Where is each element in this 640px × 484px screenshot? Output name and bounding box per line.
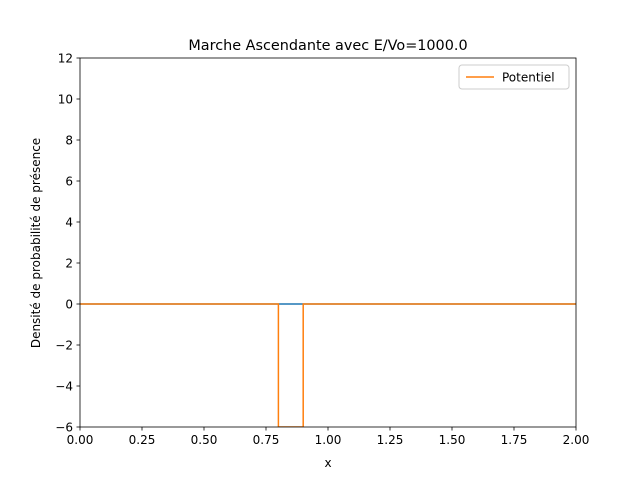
y-tick-label: 10	[58, 92, 73, 106]
y-tick-label: 12	[58, 51, 73, 65]
y-tick-label: 6	[65, 174, 73, 188]
y-tick-label: 8	[65, 133, 73, 147]
x-tick-label: 1.00	[315, 433, 342, 447]
x-tick-label: 0.00	[67, 433, 94, 447]
y-tick-label: 4	[65, 215, 73, 229]
series-layer	[80, 303, 576, 427]
x-tick-label: 1.75	[501, 433, 528, 447]
x-tick-label: 1.50	[439, 433, 466, 447]
x-tick-label: 0.25	[129, 433, 156, 447]
y-tick-label: −6	[55, 420, 73, 434]
x-axis-label: x	[324, 456, 331, 470]
y-tick-label: 0	[65, 297, 73, 311]
y-tick-label: −4	[55, 379, 73, 393]
chart-title: Marche Ascendante avec E/Vo=1000.0	[188, 38, 467, 54]
y-axis-label: Densité de probabilité de présence	[29, 138, 43, 348]
y-tick-label: −2	[55, 338, 73, 352]
legend-label: Potentiel	[502, 70, 555, 84]
legend: Potentiel	[458, 64, 570, 90]
y-tick-label: 2	[65, 256, 73, 270]
x-tick-label: 1.25	[377, 433, 404, 447]
x-axis-ticks: 0.00 0.25 0.50 0.75 1.00 1.25 1.50 1.75 2.00	[67, 427, 590, 447]
y-axis-ticks: −6 −4 −2 0 2 4 6 8 10 12	[55, 51, 80, 434]
x-tick-label: 2.00	[563, 433, 590, 447]
legend-box	[458, 64, 570, 90]
series-line-potentiel	[80, 303, 576, 427]
x-tick-label: 0.50	[191, 433, 218, 447]
x-tick-label: 0.75	[253, 433, 280, 447]
